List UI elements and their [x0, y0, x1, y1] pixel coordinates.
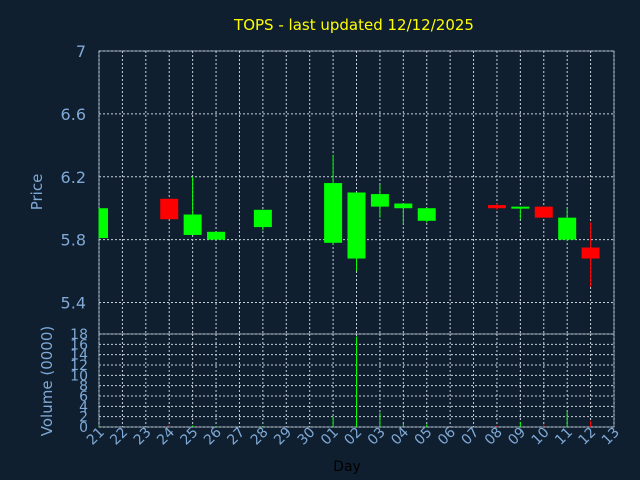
candle-05 — [417, 208, 436, 223]
volume-tick-label: 16 — [70, 337, 88, 353]
x-tick-label: 24 — [154, 424, 178, 448]
x-tick-label: 28 — [248, 425, 272, 449]
x-tick-label: 08 — [482, 425, 506, 449]
candle-body — [487, 205, 506, 209]
candle-body — [99, 208, 108, 239]
candle-12 — [581, 222, 600, 287]
x-tick-label: 25 — [178, 425, 202, 449]
candle-body — [160, 198, 179, 220]
candle-28 — [253, 209, 272, 231]
x-tick-label: 05 — [412, 425, 436, 449]
candle-24 — [160, 198, 179, 220]
candle-21 — [98, 208, 108, 239]
price-tick-label: 6.2 — [61, 168, 86, 187]
candle-09 — [511, 206, 530, 220]
candle-02 — [347, 192, 366, 272]
candle-10 — [534, 206, 553, 218]
candle-body — [207, 231, 226, 240]
price-tick-label: 6.6 — [61, 105, 86, 124]
candle-03 — [370, 184, 389, 218]
x-tick-label: 10 — [529, 425, 553, 449]
candle-body — [511, 206, 530, 209]
candle-04 — [394, 203, 413, 224]
chart-title: TOPS - last updated 12/12/2025 — [233, 16, 474, 34]
x-tick-label: 27 — [224, 425, 248, 449]
candle-25 — [183, 176, 202, 235]
price-tick-label: 5.8 — [61, 231, 86, 250]
volume-tick-label: 14 — [70, 348, 88, 364]
candle-body — [417, 208, 436, 221]
volume-tick-label: 0 — [79, 420, 88, 436]
x-tick-label: 12 — [575, 425, 599, 449]
candle-body — [347, 192, 366, 259]
candle-body — [581, 247, 600, 259]
candle-01 — [324, 154, 343, 245]
candle-08 — [487, 203, 506, 210]
candle-body — [324, 183, 343, 243]
candle-body — [534, 206, 553, 218]
candlesticks — [98, 154, 600, 287]
volume-tick-label: 12 — [70, 358, 88, 374]
price-tick-label: 5.4 — [61, 294, 86, 313]
x-tick-label: 07 — [458, 425, 482, 449]
x-axis-title: Day — [333, 459, 361, 475]
price-axis-title: Price — [28, 174, 46, 211]
x-tick-label: 23 — [131, 425, 155, 449]
x-tick-label: 29 — [271, 425, 295, 449]
x-tick-label: 13 — [599, 425, 623, 449]
candle-11 — [558, 208, 577, 242]
x-tick-label: 30 — [295, 425, 319, 449]
x-axis-ticks: 21 22 23 24 25 26 27 28 29 30 01 02 03 04 05 06 07 08 09 10… — [84, 424, 623, 448]
x-tick-label: 02 — [341, 425, 365, 449]
x-tick-label: 26 — [201, 424, 225, 448]
volume-tick-label: 4 — [79, 399, 88, 415]
price-tick-label: 7 — [76, 42, 86, 61]
candle-26 — [207, 231, 226, 240]
price-axis-ticks: 5.4 5.8 6.2 6.6 7 — [61, 42, 86, 313]
x-tick-label: 09 — [505, 425, 529, 449]
x-tick-label: 11 — [552, 425, 576, 449]
x-tick-label: 04 — [388, 424, 412, 448]
candle-body — [558, 217, 577, 240]
volume-tick-label: 18 — [70, 327, 88, 343]
volume-tick-label: 10 — [70, 368, 88, 384]
candle-body — [394, 203, 413, 209]
x-tick-label: 06 — [435, 424, 459, 448]
volume-axis-title: Volume (0000) — [38, 326, 56, 436]
volume-tick-label: 8 — [79, 379, 88, 395]
candle-body — [183, 214, 202, 235]
candle-body — [253, 209, 272, 228]
volume-tick-label: 6 — [79, 389, 88, 405]
x-tick-label: 03 — [365, 425, 389, 449]
x-tick-label: 22 — [107, 425, 131, 449]
volume-bars — [98, 336, 592, 427]
candle-body — [370, 194, 389, 207]
volume-tick-label: 2 — [79, 410, 88, 426]
x-tick-label: 01 — [318, 425, 342, 449]
